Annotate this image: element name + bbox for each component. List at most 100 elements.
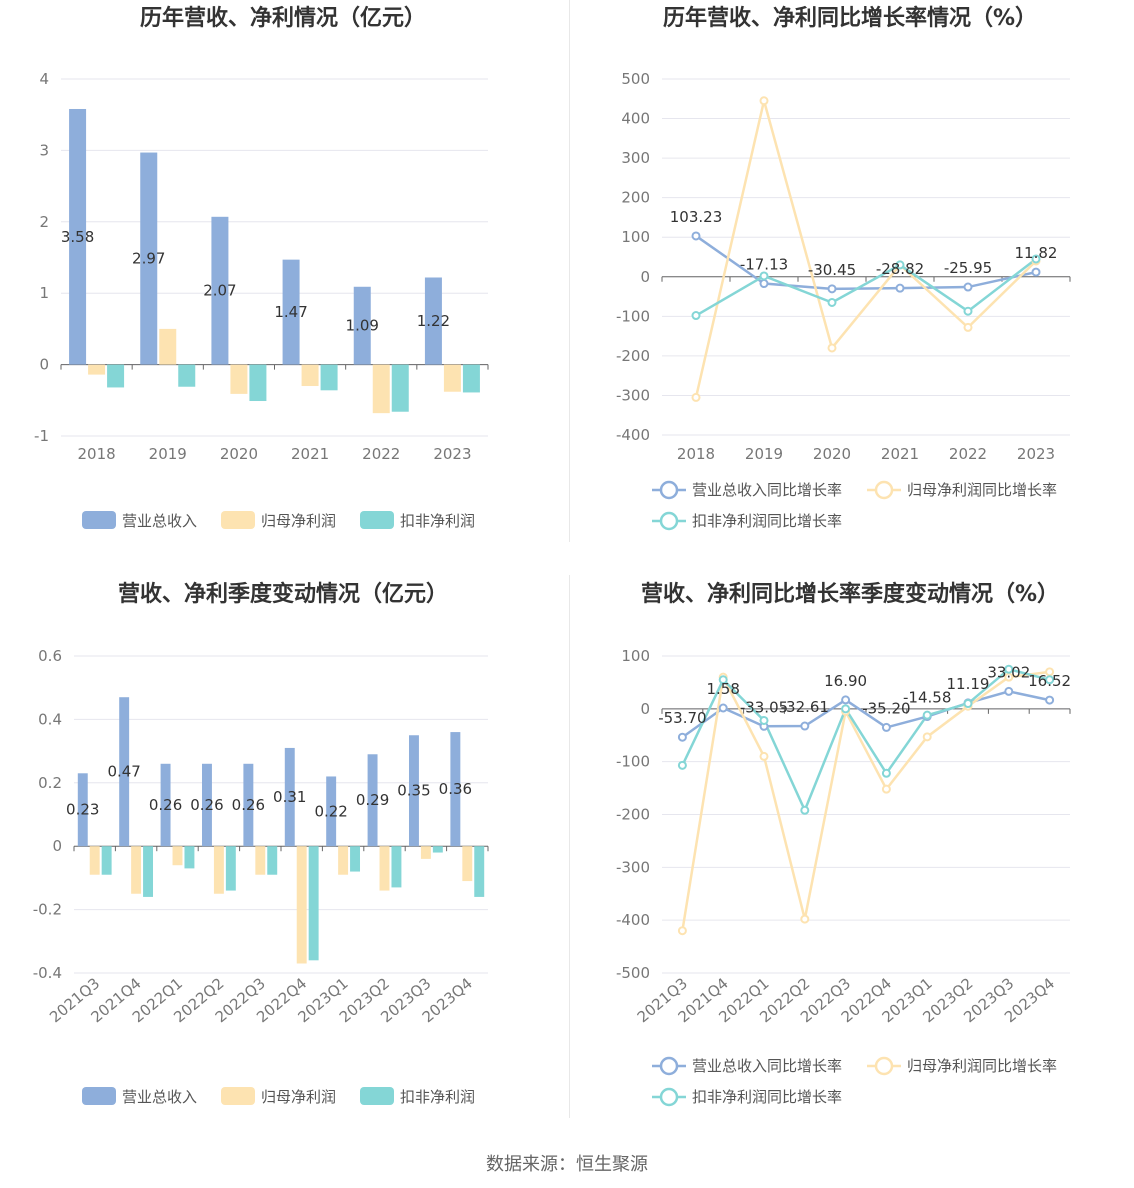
- series-point: [827, 297, 837, 307]
- y-tick-label: 400: [621, 110, 650, 128]
- bar-net-profit: [296, 846, 307, 964]
- y-tick-label: -400: [616, 426, 650, 444]
- series-line-1: [681, 670, 1050, 931]
- annual-growth-rate-chart: 历年营收、净利同比增长率情况（%） -400 -300 -200 -100 0 100 200…: [567, 0, 1134, 575]
- bar-deducted-profit: [184, 846, 195, 869]
- bar-net-profit: [230, 364, 248, 394]
- bar-deducted-profit: [267, 846, 278, 875]
- y-tick-label: 500: [621, 70, 650, 88]
- y-tick-label: 0: [640, 268, 650, 286]
- bar-revenue: [77, 773, 88, 847]
- bar-revenue: [160, 763, 171, 847]
- series-point: [677, 732, 687, 742]
- legend-label: 归母净利润同比增长率: [907, 1057, 1057, 1075]
- legend-label: 营业总收入: [122, 1088, 197, 1106]
- y-tick-label: -0.4: [33, 964, 62, 982]
- chart-title: 营收、净利季度变动情况（亿元）: [118, 581, 448, 607]
- bar-net-profit: [338, 846, 349, 875]
- bar-revenue: [284, 747, 295, 847]
- bar-deducted-profit: [462, 364, 480, 393]
- legend-label: 营业总收入同比增长率: [692, 1057, 842, 1075]
- bar-deducted-profit: [178, 364, 196, 387]
- data-label: 0.29: [356, 791, 389, 809]
- data-label: 3.58: [61, 228, 94, 246]
- series-point: [881, 784, 891, 794]
- series-point: [691, 231, 701, 241]
- x-tick-label: 2020: [813, 445, 851, 463]
- bar-net-profit: [379, 846, 390, 891]
- legend-label: 扣非净利润同比增长率: [692, 512, 842, 530]
- series-point: [963, 282, 973, 292]
- series-point: [963, 699, 973, 709]
- chart-title: 历年营收、净利同比增长率情况（%）: [663, 5, 1037, 31]
- y-tick-label: -400: [616, 911, 650, 929]
- bar-net-profit: [255, 846, 266, 875]
- series-point: [759, 96, 769, 106]
- chart-title: 营收、净利同比增长率季度变动情况（%）: [641, 581, 1059, 607]
- series-point: [677, 926, 687, 936]
- legend-label: 归母净利润同比增长率: [907, 481, 1057, 499]
- y-tick-label: -200: [616, 806, 650, 824]
- data-label: -32.61: [781, 698, 829, 716]
- y-tick-label: 0.4: [38, 710, 62, 728]
- chart-svg: 营收、净利同比增长率季度变动情况（%） -500 -400 -300 -200 -100 0…: [616, 581, 1071, 1107]
- data-label: 0.35: [397, 782, 430, 800]
- series-point: [691, 311, 701, 321]
- series-point: [677, 760, 687, 770]
- x-tick-label: 2020: [220, 445, 258, 463]
- bar-deducted-profit: [391, 364, 409, 412]
- y-tick-label: -200: [616, 347, 650, 365]
- y-tick-label: -1: [34, 427, 49, 445]
- bar-revenue: [211, 216, 229, 365]
- legend-marker: [659, 1087, 679, 1107]
- legend-marker: [659, 480, 679, 500]
- quarterly-revenue-profit-chart: 营收、净利季度变动情况（亿元） -0.4 -0.2 0 0.2 0.4 0.6 2021Q3 2…: [0, 575, 567, 1150]
- series-line-2: [681, 667, 1050, 814]
- y-tick-label: 300: [621, 149, 650, 167]
- series-point: [759, 715, 769, 725]
- bar-deducted-profit: [249, 364, 267, 402]
- bar-deducted-profit: [432, 846, 443, 853]
- bar-net-profit: [89, 846, 100, 875]
- legend-label: 扣非净利润: [400, 1088, 475, 1106]
- y-tick-label: -300: [616, 386, 650, 404]
- legend-label: 扣非净利润: [400, 512, 475, 530]
- series-point: [759, 271, 769, 281]
- bar-deducted-profit: [320, 364, 338, 391]
- series-point: [1004, 664, 1014, 674]
- bar-deducted-profit: [308, 846, 319, 961]
- bar-net-profit: [462, 846, 473, 882]
- series-point: [800, 721, 810, 731]
- bar-net-profit: [372, 364, 390, 414]
- series-point: [827, 343, 837, 353]
- data-label: 16.90: [824, 672, 867, 690]
- y-tick-label: 100: [621, 647, 650, 665]
- series-point: [1045, 675, 1055, 685]
- bar-deducted-profit: [101, 846, 112, 875]
- data-label: 11.82: [1015, 244, 1058, 262]
- y-tick-label: 3: [39, 141, 49, 159]
- series-point: [759, 751, 769, 761]
- series-point: [827, 284, 837, 294]
- data-label: 0.31: [273, 788, 306, 806]
- bar-deducted-profit: [225, 846, 236, 891]
- series-point: [1031, 254, 1041, 264]
- bar-net-profit: [443, 364, 461, 392]
- data-label: -17.13: [740, 256, 788, 274]
- series-point: [841, 704, 851, 714]
- data-label: -25.95: [944, 259, 992, 277]
- x-tick-label: 2018: [77, 445, 115, 463]
- series-point: [759, 279, 769, 289]
- y-tick-label: -100: [616, 307, 650, 325]
- legend-swatch: [360, 1087, 394, 1105]
- y-tick-label: 1: [39, 284, 49, 302]
- data-label: 0.22: [314, 802, 347, 820]
- bar-revenue: [243, 763, 254, 847]
- bar-net-profit: [301, 364, 319, 387]
- data-label: 1.09: [346, 317, 379, 335]
- bar-revenue: [326, 776, 337, 847]
- data-label: 0.26: [149, 796, 182, 814]
- bar-deducted-profit: [143, 846, 154, 897]
- y-tick-label: 200: [621, 189, 650, 207]
- bar-net-profit: [88, 364, 106, 375]
